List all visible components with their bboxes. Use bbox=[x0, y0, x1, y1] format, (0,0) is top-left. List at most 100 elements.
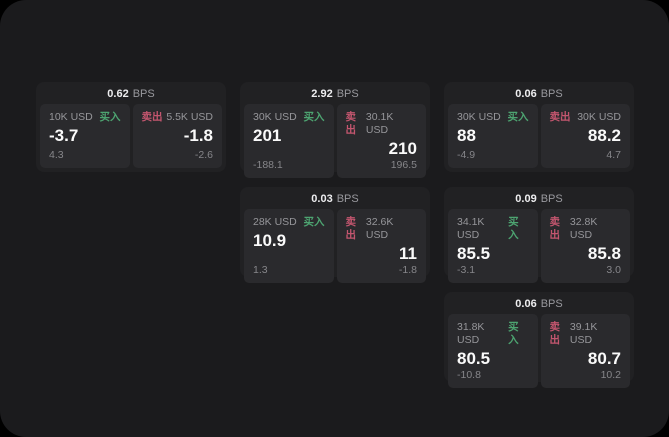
buy-amount: 31.8K USD bbox=[457, 321, 485, 346]
buy-amount: 34.1K USD bbox=[457, 216, 485, 241]
buy-label: 买入 bbox=[508, 321, 519, 346]
quote-card: 0.06 BPS 31.8K USD 买入 80.5 -10.8 卖出 39.1… bbox=[444, 292, 634, 388]
quote-card: 2.92 BPS 30K USD 买入 201 -188.1 卖出 30.1K … bbox=[240, 82, 430, 178]
sell-label: 卖出 bbox=[549, 111, 571, 123]
bps-value: 2.92 bbox=[311, 88, 333, 100]
sell-price: 88.2 bbox=[587, 126, 621, 145]
quote-card-body: 30K USD 买入 88 -4.9 卖出 30K USD 88.2 4.7 bbox=[448, 104, 630, 168]
buy-price: 10.9 bbox=[253, 231, 287, 250]
buy-change: 1.3 bbox=[253, 264, 268, 276]
buy-label: 买入 bbox=[508, 216, 519, 241]
sell-change: 10.2 bbox=[600, 369, 621, 381]
quote-card-body: 28K USD 买入 10.9 1.3 卖出 32.6K USD 11 -1.8 bbox=[244, 209, 426, 283]
sell-change: 3.0 bbox=[606, 264, 621, 276]
buy-label: 买入 bbox=[507, 111, 529, 123]
sell-amount: 5.5K USD bbox=[166, 111, 213, 123]
buy-top-row: 31.8K USD 买入 bbox=[457, 321, 529, 347]
bps-unit-label: BPS bbox=[540, 193, 563, 205]
bps-unit-label: BPS bbox=[540, 88, 563, 100]
buy-top-row: 30K USD 买入 bbox=[253, 111, 325, 124]
buy-label: 买入 bbox=[303, 111, 325, 123]
quote-card: 0.09 BPS 34.1K USD 买入 85.5 -3.1 卖出 32.8K… bbox=[444, 187, 634, 283]
sell-amount: 30.1K USD bbox=[365, 111, 394, 136]
buy-panel[interactable]: 10K USD 买入 -3.7 4.3 bbox=[40, 104, 130, 168]
sell-amount: 39.1K USD bbox=[569, 321, 598, 346]
sell-label: 卖出 bbox=[549, 216, 561, 241]
buy-top-row: 30K USD 买入 bbox=[457, 111, 529, 124]
bps-header: 0.03 BPS bbox=[244, 190, 426, 209]
sell-panel[interactable]: 卖出 32.6K USD 11 -1.8 bbox=[336, 209, 426, 283]
bps-header: 0.62 BPS bbox=[40, 85, 222, 104]
sell-label: 卖出 bbox=[141, 111, 163, 123]
buy-change: 4.3 bbox=[49, 149, 64, 161]
bps-unit-label: BPS bbox=[540, 298, 563, 310]
quote-card-body: 34.1K USD 买入 85.5 -3.1 卖出 32.8K USD 85.8… bbox=[448, 209, 630, 283]
buy-change: -4.9 bbox=[457, 149, 476, 161]
sell-panel[interactable]: 卖出 5.5K USD -1.8 -2.6 bbox=[132, 104, 222, 168]
sell-label: 卖出 bbox=[345, 216, 357, 241]
buy-amount: 30K USD bbox=[253, 111, 297, 123]
sell-label: 卖出 bbox=[549, 321, 561, 346]
sell-panel[interactable]: 卖出 32.8K USD 85.8 3.0 bbox=[540, 209, 630, 283]
buy-panel[interactable]: 34.1K USD 买入 85.5 -3.1 bbox=[448, 209, 538, 283]
buy-label: 买入 bbox=[303, 216, 325, 228]
sell-top-row: 卖出 39.1K USD bbox=[550, 321, 622, 347]
buy-change: -188.1 bbox=[253, 159, 283, 171]
sell-amount: 32.6K USD bbox=[365, 216, 394, 241]
buy-amount: 28K USD bbox=[253, 216, 297, 228]
buy-amount: 30K USD bbox=[457, 111, 501, 123]
sell-price: 80.7 bbox=[587, 349, 621, 368]
buy-top-row: 28K USD 买入 bbox=[253, 216, 325, 229]
bps-value: 0.06 bbox=[515, 88, 537, 100]
buy-price: -3.7 bbox=[49, 126, 79, 145]
quote-card-body: 31.8K USD 买入 80.5 -10.8 卖出 39.1K USD 80.… bbox=[448, 314, 630, 388]
buy-change: -10.8 bbox=[457, 369, 481, 381]
buy-panel[interactable]: 31.8K USD 买入 80.5 -10.8 bbox=[448, 314, 538, 388]
buy-panel[interactable]: 30K USD 买入 201 -188.1 bbox=[244, 104, 334, 178]
buy-panel[interactable]: 30K USD 买入 88 -4.9 bbox=[448, 104, 538, 168]
buy-top-row: 10K USD 买入 bbox=[49, 111, 121, 124]
sell-label: 卖出 bbox=[345, 111, 357, 136]
sell-panel[interactable]: 卖出 30.1K USD 210 196.5 bbox=[336, 104, 426, 178]
sell-amount: 32.8K USD bbox=[569, 216, 598, 241]
sell-amount: 30K USD bbox=[577, 111, 621, 123]
sell-panel[interactable]: 卖出 39.1K USD 80.7 10.2 bbox=[540, 314, 630, 388]
bps-header: 0.06 BPS bbox=[448, 85, 630, 104]
bps-header: 0.06 BPS bbox=[448, 295, 630, 314]
sell-change: -1.8 bbox=[398, 264, 417, 276]
sell-change: 4.7 bbox=[606, 149, 621, 161]
buy-change: -3.1 bbox=[457, 264, 476, 276]
sell-change: 196.5 bbox=[390, 159, 417, 171]
buy-label: 买入 bbox=[99, 111, 121, 123]
bps-header: 0.09 BPS bbox=[448, 190, 630, 209]
buy-price: 80.5 bbox=[457, 349, 491, 368]
bps-header: 2.92 BPS bbox=[244, 85, 426, 104]
bps-unit-label: BPS bbox=[336, 193, 359, 205]
bps-value: 0.06 bbox=[515, 298, 537, 310]
bps-unit-label: BPS bbox=[336, 88, 359, 100]
sell-top-row: 卖出 5.5K USD bbox=[142, 111, 214, 124]
sell-price: 85.8 bbox=[587, 244, 621, 263]
buy-price: 88 bbox=[457, 126, 476, 145]
buy-panel[interactable]: 28K USD 买入 10.9 1.3 bbox=[244, 209, 334, 283]
sell-top-row: 卖出 32.8K USD bbox=[550, 216, 622, 242]
bps-value: 0.62 bbox=[107, 88, 129, 100]
buy-price: 201 bbox=[253, 126, 282, 145]
quote-card-grid: 0.62 BPS 10K USD 买入 -3.7 4.3 卖出 5.5K USD bbox=[36, 82, 634, 388]
buy-top-row: 34.1K USD 买入 bbox=[457, 216, 529, 242]
buy-price: 85.5 bbox=[457, 244, 491, 263]
sell-price: 11 bbox=[399, 244, 417, 263]
sell-panel[interactable]: 卖出 30K USD 88.2 4.7 bbox=[540, 104, 630, 168]
bps-unit-label: BPS bbox=[132, 88, 155, 100]
quote-card-body: 10K USD 买入 -3.7 4.3 卖出 5.5K USD -1.8 -2.… bbox=[40, 104, 222, 168]
sell-price: -1.8 bbox=[183, 126, 213, 145]
quote-card: 0.03 BPS 28K USD 买入 10.9 1.3 卖出 32.6K US… bbox=[240, 187, 430, 283]
quote-card: 0.06 BPS 30K USD 买入 88 -4.9 卖出 30K USD bbox=[444, 82, 634, 172]
bps-value: 0.09 bbox=[515, 193, 537, 205]
bps-value: 0.03 bbox=[311, 193, 333, 205]
buy-amount: 10K USD bbox=[49, 111, 93, 123]
quote-card-body: 30K USD 买入 201 -188.1 卖出 30.1K USD 210 1… bbox=[244, 104, 426, 178]
sell-top-row: 卖出 30.1K USD bbox=[346, 111, 418, 137]
sell-top-row: 卖出 32.6K USD bbox=[346, 216, 418, 242]
